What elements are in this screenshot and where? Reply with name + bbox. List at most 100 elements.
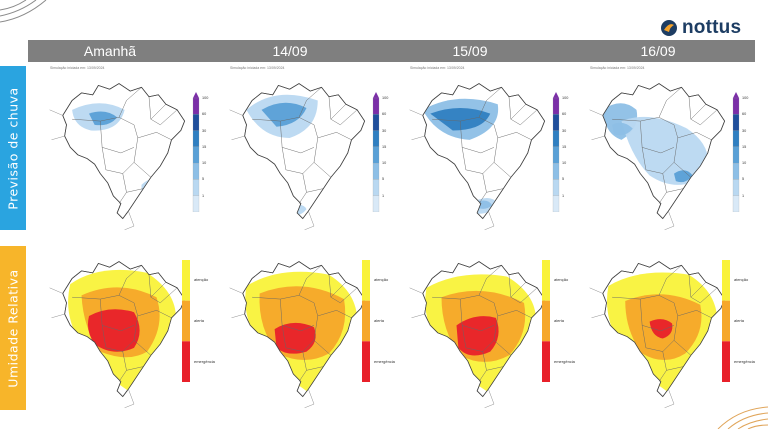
rain-legend-tick: 100 [382, 96, 389, 100]
rain-map-panel-1: Simulação iniciada em: 13/09/2024 [44, 66, 222, 232]
rain-legend-tick: 60 [202, 112, 207, 117]
humidity-legend-1: atenção alerta emergência [182, 260, 215, 387]
humidity-map-panel-1 [44, 250, 222, 410]
humidity-map-1 [49, 261, 186, 409]
humidity-legend-label: alerta [194, 318, 205, 323]
rain-area-4-2 [621, 116, 709, 185]
rain-map-panel-2: Simulação iniciada em: 13/09/2024 [224, 66, 402, 232]
humidity-area-3-3 [456, 316, 499, 356]
rain-legend-bar-3 [552, 92, 560, 213]
humidity-legend-2: atenção alerta emergência [362, 260, 395, 387]
humidity-map-3 [409, 261, 546, 409]
corner-arcs-bottom-right [717, 406, 768, 429]
rain-legend-tick: 10 [742, 161, 747, 166]
rain-legend-tick: 5 [382, 177, 385, 182]
humidity-area-1-3 [87, 309, 140, 352]
rain-legend-tick: 100 [202, 96, 209, 100]
humidity-legend-label: atenção [374, 277, 389, 283]
rain-map-2 [229, 83, 366, 231]
rain-area-1-2 [89, 111, 118, 126]
humidity-map-2 [229, 261, 366, 409]
rain-legend-tick: 15 [202, 144, 207, 149]
rain-area-4-3 [674, 170, 693, 183]
rain-legend-tick: 30 [742, 128, 747, 133]
rain-map-4 [589, 83, 726, 231]
rain-legend-tick: 5 [202, 177, 205, 182]
rain-area-4-4 [612, 122, 633, 136]
rain-legend-bar-4 [732, 92, 740, 213]
day-label-1: Amanhã [83, 43, 137, 59]
rain-legend-tick: 1 [742, 193, 745, 198]
humidity-legend-label: atenção [734, 277, 749, 283]
rain-legend-tick: 100 [562, 96, 569, 100]
humidity-legend-label: alerta [734, 318, 745, 323]
rain-legend-tick: 5 [742, 177, 745, 182]
rain-caption-2: Simulação iniciada em: 13/09/2024 [230, 66, 285, 70]
corner-arcs-top-left [0, 0, 47, 23]
humidity-legend-bar-2 [362, 260, 370, 382]
rain-area-3-2 [430, 107, 491, 131]
humidity-row-label-text: Umidade Relativa [5, 268, 21, 388]
rain-legend-bar-2 [372, 92, 380, 213]
rain-legend-bar-1 [192, 92, 200, 213]
rain-legend-tick: 100 [742, 96, 749, 100]
rain-caption-1: Simulação iniciada em: 13/09/2024 [50, 66, 105, 70]
humidity-legend-bar-1 [182, 260, 190, 382]
rain-legend-tick: 10 [202, 161, 207, 166]
rain-legend-tick: 1 [382, 193, 385, 198]
humidity-map-panel-4 [584, 250, 762, 410]
humidity-legend-label: emergência [734, 358, 755, 364]
day-label-3: 15/09 [452, 43, 488, 59]
logo-text: nottus [682, 17, 742, 38]
rain-legend-tick: 15 [742, 144, 747, 149]
rain-caption-4: Simulação iniciada em: 13/09/2024 [590, 66, 645, 70]
rain-legend-tick: 1 [562, 193, 565, 198]
humidity-map-panel-3 [404, 250, 582, 410]
rain-legend-3: 100 60 30 15 10 5 1 [552, 92, 568, 217]
humidity-legend-label: alerta [374, 318, 385, 323]
day-label-2: 14/09 [272, 43, 308, 59]
humidity-area-4-3 [649, 319, 673, 339]
rain-legend-tick: 15 [382, 144, 387, 149]
rain-caption-3: Simulação iniciada em: 13/09/2024 [410, 66, 465, 70]
humidity-legend-bar-4 [722, 260, 730, 382]
rain-legend-tick: 10 [562, 161, 567, 166]
humidity-legend-label: atenção [194, 277, 209, 283]
rain-legend-tick: 15 [562, 144, 567, 149]
humidity-map-4 [589, 261, 726, 409]
humidity-legend-label: atenção [554, 277, 569, 283]
rain-legend-4: 100 60 30 15 10 5 1 [732, 92, 748, 217]
rain-area-1-4 [147, 181, 157, 189]
rain-row-label-text: Previsão de chuva [5, 86, 21, 210]
rain-legend-tick: 60 [742, 112, 747, 117]
rain-legend-tick: 30 [202, 128, 207, 133]
humidity-map-panel-2 [224, 250, 402, 410]
humidity-legend-bar-3 [542, 260, 550, 382]
rain-legend-tick: 60 [382, 112, 387, 117]
humidity-legend-label: emergência [374, 358, 395, 364]
humidity-legend-3: atenção alerta emergência [542, 260, 575, 387]
rain-legend-1: 100 60 30 15 10 5 1 [192, 92, 208, 217]
rain-row-label: Previsão de chuva [0, 66, 26, 230]
rain-legend-tick: 1 [202, 193, 205, 198]
rain-area-3-4 [477, 200, 493, 209]
day-header-bar [28, 40, 755, 62]
rain-legend-tick: 30 [382, 128, 387, 133]
humidity-row-label: Umidade Relativa [0, 246, 26, 410]
rain-map-panel-4: Simulação iniciada em: 13/09/2024 [584, 66, 762, 232]
nottus-logo: nottus [660, 17, 741, 39]
day-label-4: 16/09 [640, 43, 676, 59]
rain-legend-tick: 30 [562, 128, 567, 133]
humidity-legend-label: emergência [194, 358, 215, 364]
rain-legend-tick: 5 [562, 177, 565, 182]
rain-map-1 [49, 83, 186, 231]
humidity-area-2-3 [274, 322, 316, 354]
humidity-legend-label: emergência [554, 358, 575, 364]
rain-map-3 [409, 83, 546, 231]
humidity-legend-4: atenção alerta emergência [722, 260, 755, 387]
rain-map-panel-3: Simulação iniciada em: 13/09/2024 [404, 66, 582, 232]
humidity-legend-label: alerta [554, 318, 565, 323]
rain-legend-tick: 60 [562, 112, 567, 117]
rain-legend-tick: 10 [382, 161, 387, 166]
rain-legend-2: 100 60 30 15 10 5 1 [372, 92, 388, 217]
